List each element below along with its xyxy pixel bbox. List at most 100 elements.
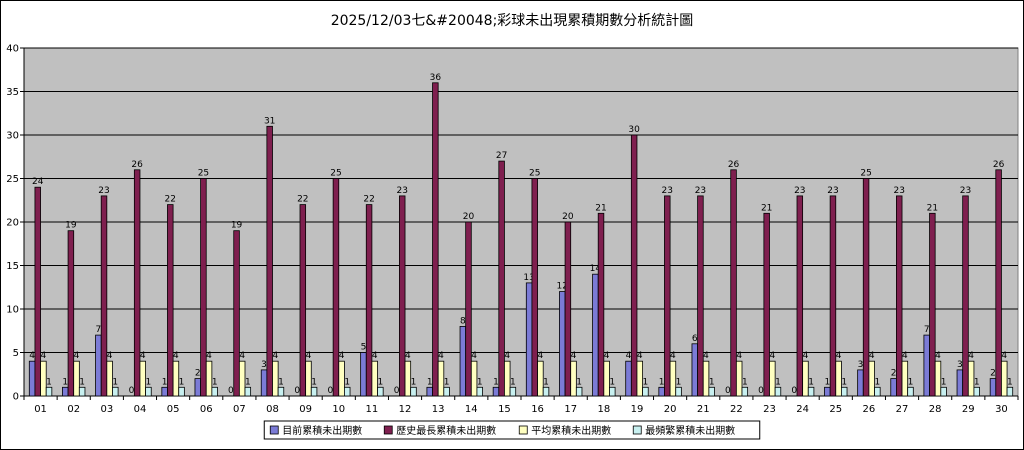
- bar: [609, 386, 616, 397]
- bar: [763, 212, 770, 397]
- data-label: 0: [129, 386, 135, 396]
- x-tick-label: 26: [863, 404, 876, 415]
- y-tick-label: 20: [6, 218, 19, 229]
- data-label: 1: [427, 377, 433, 387]
- x-tick-label: 15: [498, 404, 511, 415]
- bar: [967, 360, 975, 397]
- x-tick-label: 18: [597, 404, 610, 415]
- bar: [774, 386, 782, 397]
- data-label: 1: [311, 377, 317, 387]
- x-tick-label: 24: [796, 404, 809, 415]
- bar: [67, 230, 75, 397]
- x-tick-label: 05: [167, 404, 180, 415]
- bar: [211, 386, 218, 397]
- bar: [901, 360, 909, 397]
- data-label: 1: [659, 377, 665, 387]
- data-label: 19: [231, 221, 243, 231]
- data-label: 25: [860, 169, 871, 179]
- bar: [559, 291, 566, 397]
- bar: [338, 360, 345, 397]
- data-label: 5: [361, 343, 367, 353]
- data-label: 4: [1001, 351, 1007, 361]
- bar: [106, 360, 113, 397]
- data-label: 4: [968, 351, 974, 361]
- bar: [835, 360, 842, 397]
- bar: [244, 386, 252, 397]
- bar: [592, 273, 599, 397]
- bar: [371, 360, 378, 397]
- bar: [658, 386, 665, 397]
- legend-swatch: [269, 425, 279, 435]
- x-tick-label: 11: [366, 404, 379, 415]
- bar: [862, 178, 870, 397]
- bar: [934, 360, 942, 397]
- bar: [1001, 360, 1008, 397]
- data-label: 0: [294, 386, 300, 396]
- bar: [365, 204, 373, 397]
- data-label: 4: [41, 351, 47, 361]
- data-label: 14: [590, 264, 602, 274]
- bar: [272, 360, 279, 397]
- data-label: 1: [709, 377, 715, 387]
- data-label: 2: [891, 369, 897, 379]
- data-label: 4: [769, 351, 775, 361]
- x-tick-label: 19: [631, 404, 644, 415]
- data-label: 1: [344, 377, 350, 387]
- bar: [133, 169, 141, 397]
- bar: [675, 386, 682, 397]
- bar: [956, 369, 964, 397]
- bar: [343, 386, 351, 397]
- data-label: 19: [65, 221, 77, 231]
- data-label: 23: [396, 186, 407, 196]
- data-label: 22: [363, 195, 374, 205]
- bar: [730, 169, 737, 397]
- data-label: 25: [529, 169, 540, 179]
- bar: [28, 360, 36, 397]
- bar: [923, 334, 930, 397]
- data-label: 1: [676, 377, 682, 387]
- bar: [459, 325, 467, 397]
- bar: [636, 360, 643, 397]
- y-tick-label: 15: [6, 261, 19, 272]
- x-tick-label: 04: [134, 404, 147, 415]
- data-label: 4: [372, 351, 378, 361]
- y-tick-label: 10: [6, 305, 19, 316]
- bar: [642, 386, 649, 397]
- data-label: 4: [604, 351, 610, 361]
- bar: [868, 360, 875, 397]
- data-label: 21: [927, 203, 938, 213]
- bar: [630, 134, 638, 397]
- data-label: 4: [736, 351, 742, 361]
- data-label: 23: [695, 186, 706, 196]
- bar: [564, 221, 572, 397]
- bar: [907, 386, 914, 397]
- data-label: 21: [595, 203, 606, 213]
- bar: [824, 386, 831, 397]
- data-label: 1: [212, 377, 218, 387]
- bar: [874, 386, 881, 397]
- data-label: 23: [98, 186, 109, 196]
- data-label: 4: [803, 351, 809, 361]
- data-label: 31: [264, 116, 275, 126]
- x-tick-label: 12: [399, 404, 412, 415]
- bar: [989, 378, 997, 397]
- bar: [691, 343, 699, 397]
- bar: [625, 360, 632, 397]
- x-tick-label: 21: [697, 404, 710, 415]
- data-label: 4: [405, 351, 411, 361]
- data-label: 24: [32, 177, 44, 187]
- bar: [62, 386, 69, 397]
- bar: [896, 195, 903, 397]
- data-label: 4: [239, 351, 245, 361]
- legend-swatch: [518, 425, 528, 435]
- bar: [172, 360, 180, 397]
- legend-label: 目前累積未出期數: [282, 424, 362, 437]
- data-label: 1: [775, 377, 781, 387]
- data-label: 1: [742, 377, 748, 387]
- legend-label: 平均累積未出期數: [531, 424, 611, 437]
- data-label: 4: [626, 351, 632, 361]
- bar: [299, 204, 307, 397]
- bar: [741, 386, 749, 397]
- x-tick-label: 03: [100, 404, 113, 415]
